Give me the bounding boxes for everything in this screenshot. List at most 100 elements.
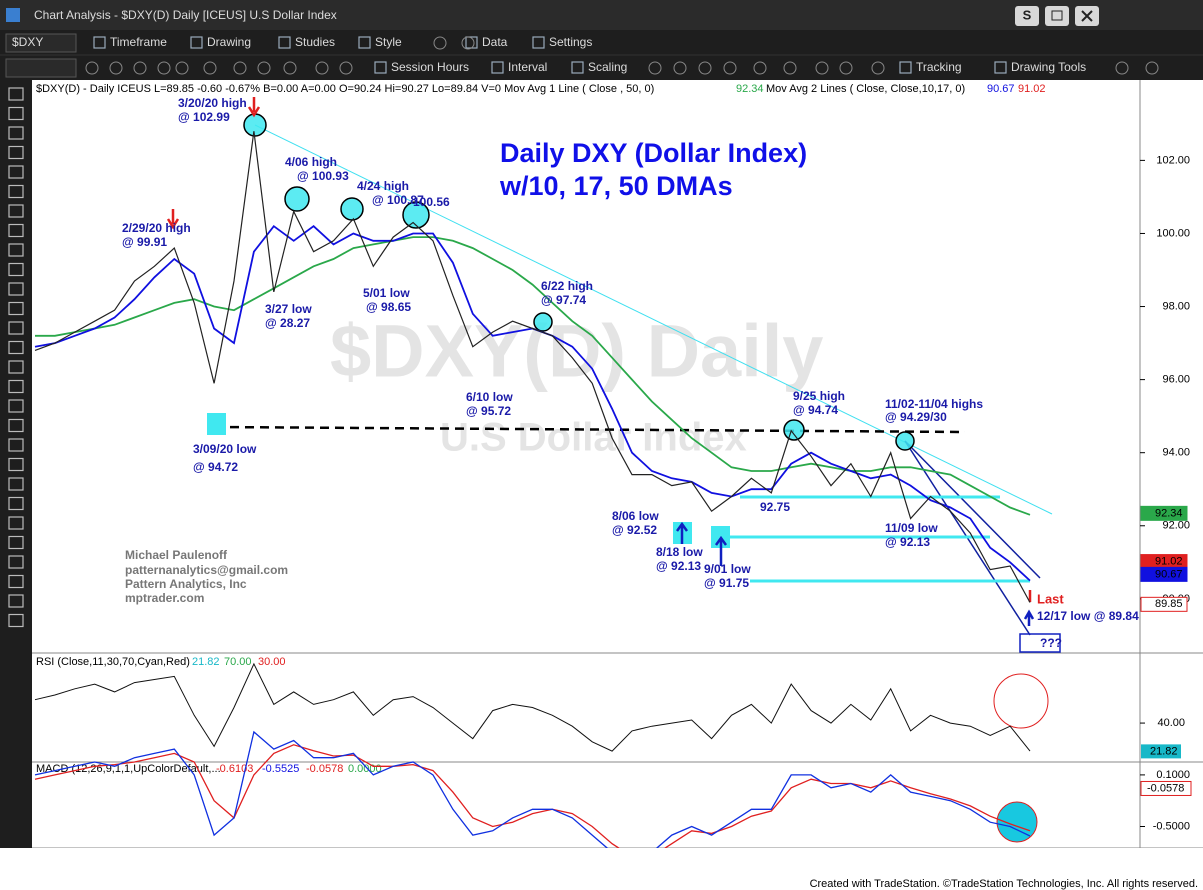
toolbar-icon[interactable] — [1145, 61, 1159, 75]
tool-icon[interactable] — [8, 535, 24, 550]
tool-icon[interactable] — [8, 477, 24, 491]
tool-icon[interactable] — [8, 613, 24, 628]
tool-icon[interactable] — [8, 594, 24, 608]
tool-icon[interactable] — [8, 165, 24, 179]
tool-icon[interactable] — [8, 574, 24, 589]
tool-icon[interactable] — [8, 457, 24, 472]
y-tick-label: 96.00 — [1162, 374, 1190, 386]
tool-icon[interactable] — [8, 301, 24, 316]
trendline — [904, 440, 1041, 579]
annotation: 4/06 high — [285, 155, 337, 169]
tool-icons — [8, 87, 24, 628]
low-marker — [207, 413, 226, 435]
toolbar-icon[interactable] — [85, 61, 99, 75]
toolbar-button[interactable]: Style — [375, 35, 402, 49]
toolbar-button[interactable]: Drawing — [207, 35, 251, 49]
tool-icon[interactable] — [8, 106, 24, 121]
macd-header-value: -0.0578 — [306, 763, 343, 775]
info-line: $DXY(D) - Daily ICEUS L=89.85 -0.60 -0.6… — [36, 83, 654, 95]
tool-icon[interactable] — [8, 262, 24, 277]
tool-icon[interactable] — [8, 321, 24, 335]
toolbar-icon[interactable] — [461, 36, 475, 50]
tool-icon[interactable] — [8, 145, 24, 160]
toolbar-icon — [358, 36, 371, 49]
rsi-tag-label: 21.82 — [1150, 745, 1178, 757]
toolbar-icon[interactable] — [433, 36, 447, 50]
tool-icon[interactable] — [8, 360, 24, 374]
chart-area — [32, 80, 1140, 848]
tool-icon[interactable] — [8, 379, 24, 394]
maximize-icon — [1051, 10, 1063, 21]
toolbar-icon[interactable] — [815, 61, 829, 75]
toolbar-icon[interactable] — [339, 61, 353, 75]
s-button[interactable] — [1015, 6, 1039, 26]
last-value-label: 90.67 — [1155, 568, 1183, 580]
tools-column — [0, 80, 32, 890]
toolbar-icon[interactable] — [157, 61, 171, 75]
toolbar-button[interactable]: Drawing Tools — [1011, 60, 1086, 74]
plot-layer: 90.0092.0094.0096.0098.00100.00102.0092.… — [34, 96, 1192, 864]
tool-icon[interactable] — [8, 87, 24, 101]
toolbar-icon[interactable] — [753, 61, 767, 75]
s-button-label: S — [1023, 7, 1032, 22]
tool-icon[interactable] — [8, 282, 24, 296]
toolbar-icon[interactable] — [175, 61, 189, 75]
tool-icon[interactable] — [8, 418, 24, 433]
tool-icon[interactable] — [8, 126, 24, 140]
y-tick-label: 100.00 — [1156, 227, 1190, 239]
toolbar-button[interactable]: Tracking — [916, 60, 962, 74]
annotation: @ 100.93 — [297, 169, 349, 183]
author-line: patternanalytics@gmail.com — [125, 563, 288, 577]
tool-icon[interactable] — [8, 223, 24, 238]
toolbar-icon[interactable] — [673, 61, 687, 75]
toolbar-icon[interactable] — [783, 61, 797, 75]
tool-icon[interactable] — [8, 399, 24, 413]
symbol-box[interactable] — [5, 33, 77, 53]
toolbar-icon[interactable] — [315, 61, 329, 75]
toolbar-icon[interactable] — [283, 61, 297, 75]
toolbar-icon[interactable] — [203, 61, 217, 75]
tool-icon[interactable] — [8, 204, 24, 218]
toolbar-button[interactable]: Timeframe — [110, 35, 167, 49]
annotation: 6/10 low — [466, 390, 513, 404]
tool-icon[interactable] — [8, 496, 24, 511]
toolbar-icon[interactable] — [723, 61, 737, 75]
toolbar-icon[interactable] — [1115, 61, 1129, 75]
tool-icon[interactable] — [8, 438, 24, 452]
annotation: 5/01 low — [363, 286, 410, 300]
info-ma1-value: 92.34 — [736, 83, 764, 95]
arrow — [675, 521, 1035, 626]
author-line: Michael Paulenoff — [125, 548, 228, 562]
toolbar-button[interactable]: Settings — [549, 35, 592, 49]
toolbar-icon[interactable] — [648, 61, 662, 75]
tool-icon[interactable] — [8, 243, 24, 257]
toolbar-button[interactable]: Data — [482, 35, 508, 49]
annotation: 11/02-11/04 highs — [885, 397, 983, 411]
tool-icon[interactable] — [8, 340, 24, 355]
annotation: @ 95.72 — [466, 404, 511, 418]
interval-box[interactable] — [5, 58, 77, 78]
annotation: @ 92.13 — [656, 559, 701, 573]
tool-icon[interactable] — [8, 184, 24, 199]
toolbar-button[interactable]: Studies — [295, 35, 335, 49]
trendline — [254, 124, 1053, 515]
toolbar-button[interactable]: Session Hours — [391, 60, 469, 74]
symbol-input: $DXY — [12, 35, 43, 49]
toolbar-icon[interactable] — [109, 61, 123, 75]
rsi-header: RSI (Close,11,30,70,Cyan,Red) — [36, 656, 190, 668]
toolbar-icon[interactable] — [839, 61, 853, 75]
maximize-button[interactable] — [1045, 6, 1069, 26]
toolbar-icon[interactable] — [871, 61, 885, 75]
toolbar-icon[interactable] — [698, 61, 712, 75]
toolbar-icon[interactable] — [257, 61, 271, 75]
price-line — [34, 131, 1031, 603]
toolbar-icon[interactable] — [133, 61, 147, 75]
annotation: 3/09/20 low — [193, 442, 257, 456]
tool-icon[interactable] — [8, 555, 24, 569]
toolbar-button[interactable]: Scaling — [588, 60, 627, 74]
toolbar-button[interactable]: Interval — [508, 60, 547, 74]
close-icon — [1081, 10, 1093, 22]
tool-icon[interactable] — [8, 516, 24, 530]
toolbar-icon[interactable] — [233, 61, 247, 75]
